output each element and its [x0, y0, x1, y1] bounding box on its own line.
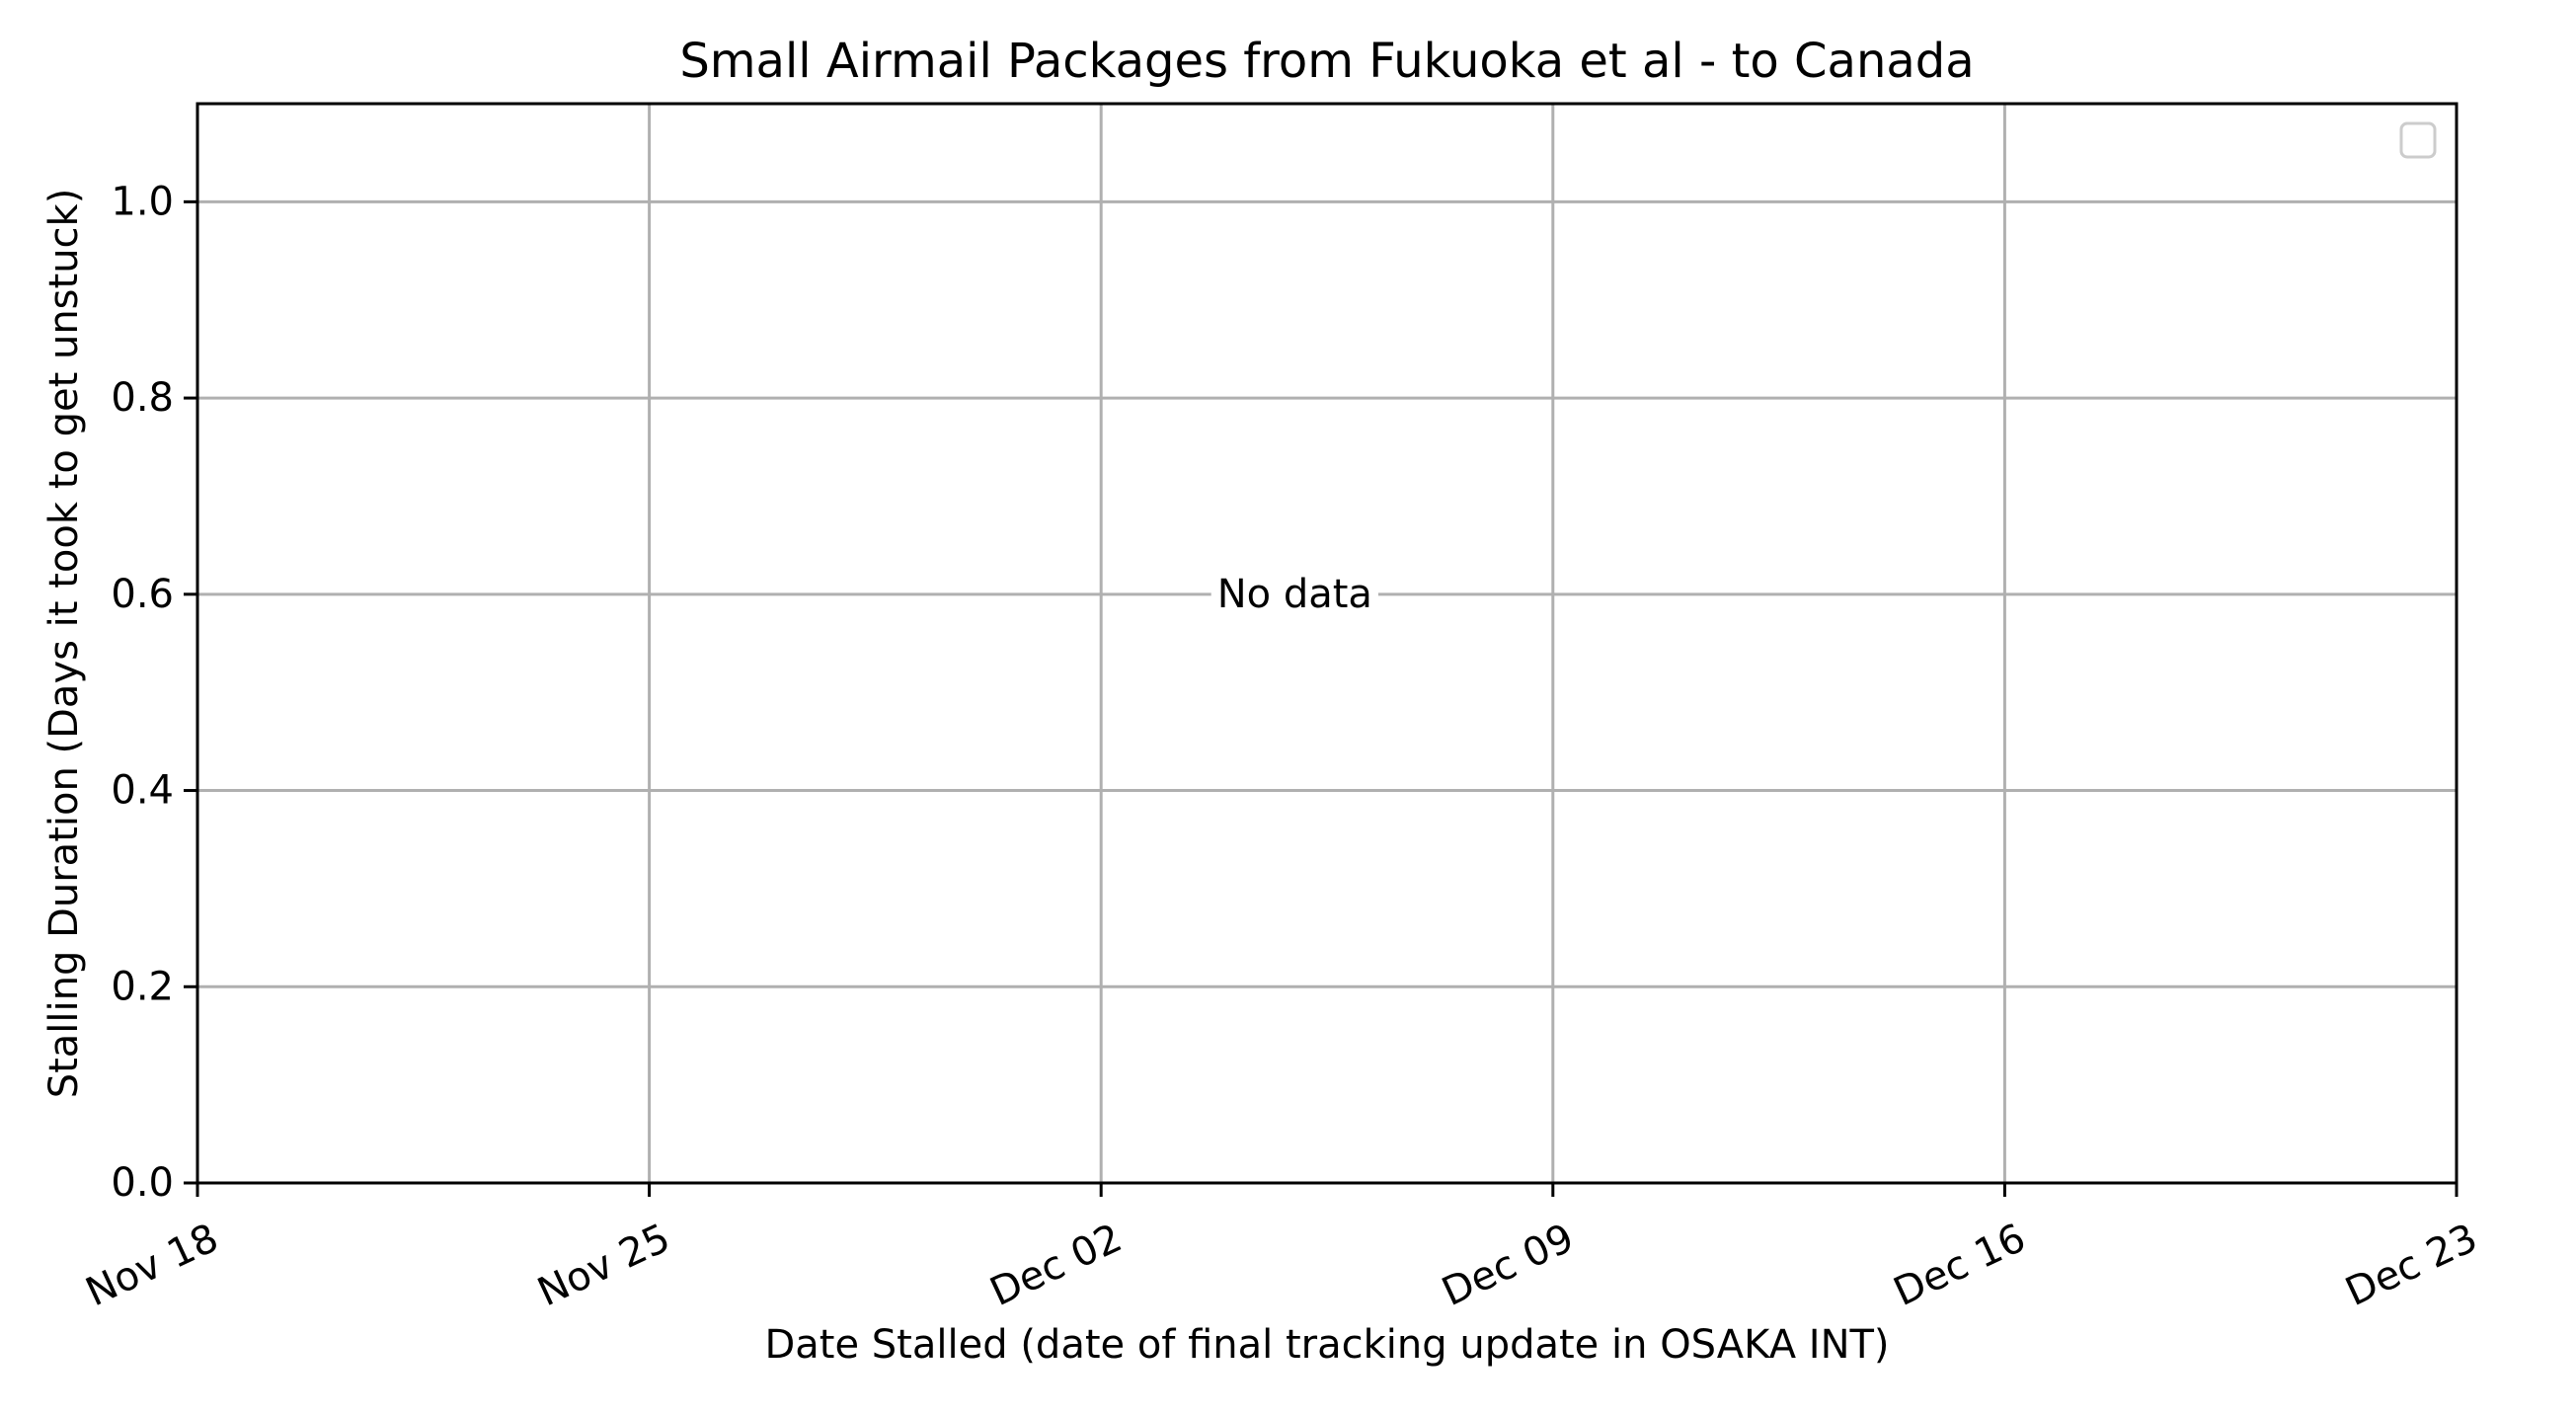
chart-title: Small Airmail Packages from Fukuoka et a…: [679, 34, 1974, 89]
plot-area-frame: [195, 102, 2459, 1185]
annotation-background: [1210, 569, 1378, 619]
annotations: No data: [1210, 569, 1378, 619]
y-tick-label: 0.6: [111, 572, 174, 617]
y-tick-label: 0.0: [111, 1160, 174, 1206]
y-tick-label: 1.0: [111, 179, 174, 224]
y-axis-label: Stalling Duration (Days it took to get u…: [41, 189, 87, 1099]
legend-box: [2399, 121, 2437, 159]
y-tick-label: 0.4: [111, 768, 174, 814]
axis-ticks: [184, 199, 2459, 1197]
y-tick-label: 0.8: [111, 375, 174, 421]
y-tick-label: 0.2: [111, 964, 174, 1009]
no-data-annotation: No data: [1217, 572, 1372, 617]
x-axis-label: Date Stalled (date of final tracking upd…: [764, 1322, 1889, 1368]
